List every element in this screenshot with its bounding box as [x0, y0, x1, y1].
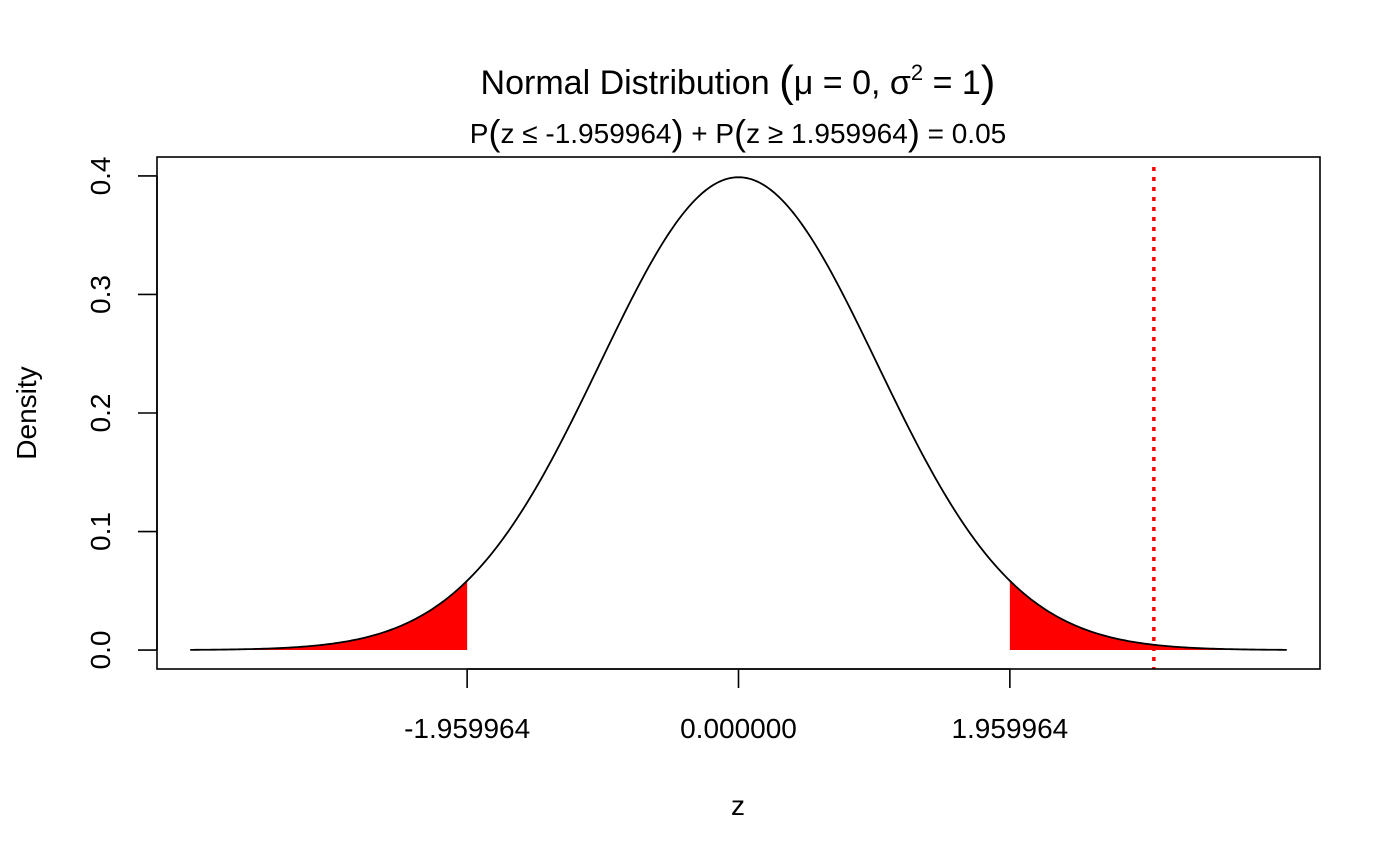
y-tick-label: 0.1: [85, 512, 116, 551]
y-tick-label: 0.2: [85, 394, 116, 433]
shaded-tail-region-1: [190, 580, 468, 651]
x-tick-label: 0.000000: [680, 713, 797, 744]
chart-subtitle: P(z ≤ -1.959964) + P(z ≥ 1.959964) = 0.0…: [470, 112, 1006, 153]
x-axis: -1.959964 0.000000 1.959964: [404, 668, 1068, 744]
y-tick-label: 0.3: [85, 275, 116, 314]
x-axis-label: z: [731, 790, 745, 821]
plot-frame: [156, 156, 1321, 670]
plot-layer: [190, 167, 1287, 669]
chart-title: Normal Distribution (μ = 0, σ2 = 1): [481, 57, 996, 106]
shaded-tail-region-2: [1009, 580, 1287, 651]
y-axis: 0.0 0.1 0.2 0.3 0.4: [85, 156, 158, 670]
y-tick-label: 0.4: [85, 156, 116, 195]
y-axis-label: Density: [11, 366, 42, 459]
x-tick-label: 1.959964: [951, 713, 1068, 744]
density-curve: [190, 176, 1287, 651]
y-tick-label: 0.0: [85, 631, 116, 670]
x-tick-label: -1.959964: [404, 713, 530, 744]
